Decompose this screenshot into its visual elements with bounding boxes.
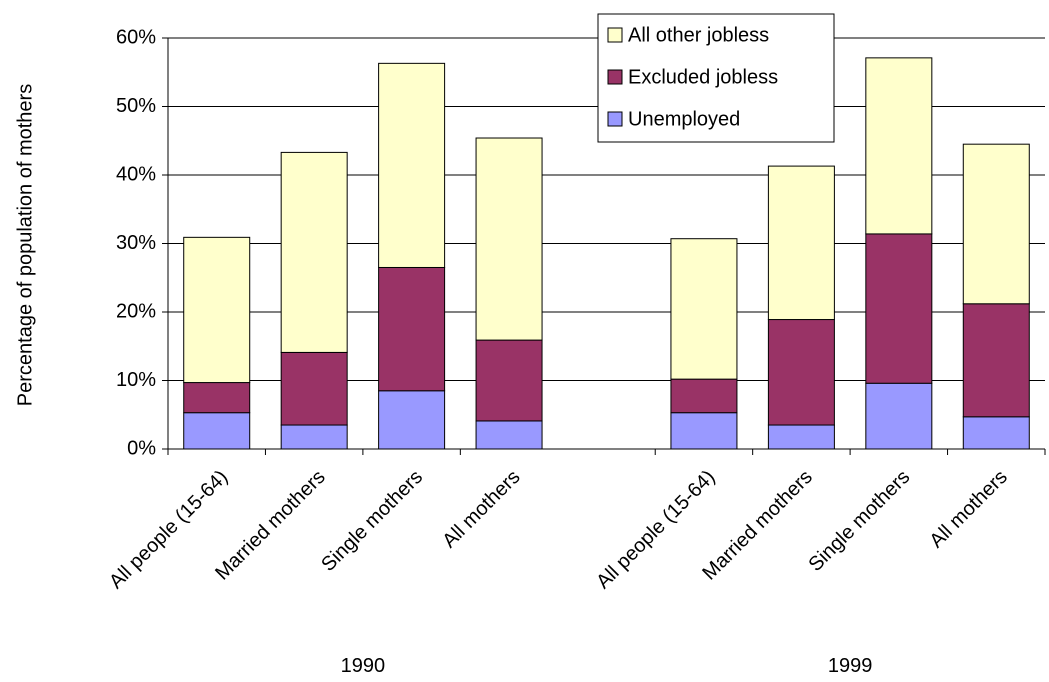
bar-segment-all-other-jobless	[475, 137, 543, 341]
x-group-label: 1990	[341, 655, 386, 677]
x-category-label: All mothers	[926, 466, 1012, 552]
bar-segment-unemployed	[183, 412, 251, 450]
bar-segment-unemployed	[475, 420, 543, 450]
y-tick-label: 0%	[127, 437, 156, 459]
y-tick-label: 30%	[116, 232, 156, 254]
y-axis-title: Percentage of population of mothers	[14, 84, 36, 406]
bar-segment-all-other-jobless	[183, 236, 251, 384]
bar-segment-unemployed	[767, 424, 835, 450]
bar-segment-unemployed	[378, 390, 446, 450]
bar-segment-excluded-jobless	[670, 378, 738, 414]
bars	[183, 57, 1030, 450]
y-tick-label: 20%	[116, 300, 156, 322]
bar-segment-unemployed	[962, 416, 1030, 450]
x-group-label: 1999	[828, 655, 873, 677]
bar-segment-all-other-jobless	[670, 238, 738, 380]
axes	[162, 37, 1046, 455]
bar-segment-all-other-jobless	[378, 62, 446, 268]
x-category-label: All mothers	[438, 466, 524, 552]
bar-segment-excluded-jobless	[475, 339, 543, 422]
bar-segment-excluded-jobless	[962, 303, 1030, 418]
x-category-label: Single mothers	[804, 466, 914, 576]
bar-segment-excluded-jobless	[865, 233, 933, 384]
y-tick-label: 40%	[116, 163, 156, 185]
legend-label: Unemployed	[628, 108, 740, 130]
x-category-label: Single mothers	[317, 466, 427, 576]
bar-segment-excluded-jobless	[378, 266, 446, 392]
bar-segment-excluded-jobless	[280, 351, 348, 426]
bar-segment-excluded-jobless	[767, 319, 835, 426]
x-category-label: All people (15-64)	[105, 466, 232, 593]
x-category-label: All people (15-64)	[592, 466, 719, 593]
legend-swatch	[607, 27, 623, 43]
y-tick-label: 50%	[116, 95, 156, 117]
legend: All other jobless Excluded jobless Unemplo…	[597, 13, 835, 143]
bar-segment-all-other-jobless	[962, 143, 1030, 305]
bar-segment-all-other-jobless	[865, 57, 933, 235]
y-tick-label: 10%	[116, 369, 156, 391]
legend-label: Excluded jobless	[628, 66, 778, 88]
bar-segment-unemployed	[670, 412, 738, 450]
y-tick-label: 60%	[116, 26, 156, 48]
legend-box	[597, 13, 835, 143]
bar-segment-unemployed	[280, 424, 348, 450]
legend-swatch	[607, 69, 623, 85]
bar-segment-all-other-jobless	[280, 151, 348, 353]
legend-swatch	[607, 111, 623, 127]
bar-segment-excluded-jobless	[183, 382, 251, 414]
legend-label: All other jobless	[628, 24, 769, 46]
bar-segment-unemployed	[865, 382, 933, 450]
bar-segment-all-other-jobless	[767, 165, 835, 321]
